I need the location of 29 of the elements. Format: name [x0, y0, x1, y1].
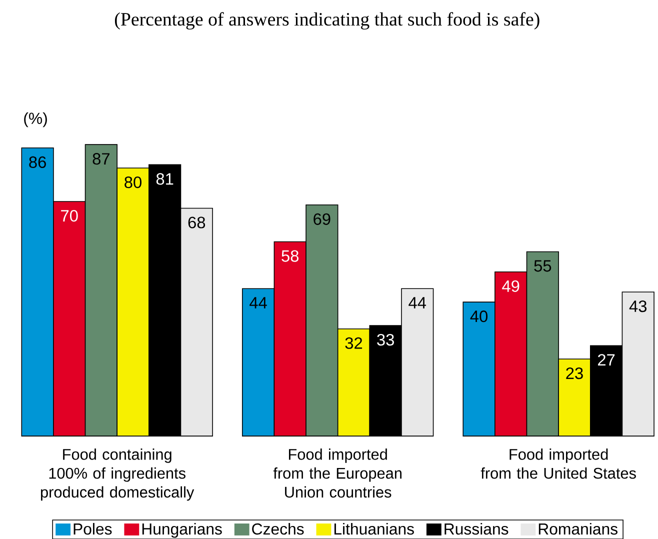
- data-label: 58: [282, 250, 299, 262]
- chart-title: (Percentage of answers indicating that such food is safe): [114, 12, 540, 30]
- x-tick-label: Food imported from the European Union countries: [273, 448, 402, 498]
- y-axis-title: (%): [24, 112, 47, 127]
- data-label: 43: [629, 300, 647, 312]
- legend-label: Russians: [444, 522, 508, 534]
- data-label: 23: [566, 367, 583, 379]
- data-label: 32: [345, 337, 362, 349]
- data-label: 49: [502, 280, 520, 292]
- x-tick-label: Food containing 100% of ingredients produced domestically: [40, 448, 194, 501]
- data-label: 86: [29, 156, 46, 168]
- data-label: 44: [408, 296, 426, 308]
- legend-label: Romanians: [538, 522, 618, 534]
- data-label: 70: [61, 210, 78, 222]
- legend-label: Lithuanians: [334, 522, 414, 534]
- x-tick-label: Food imported from the United States: [480, 448, 636, 479]
- data-label: 81: [156, 172, 174, 185]
- data-label: 40: [470, 310, 488, 322]
- data-label: 33: [377, 334, 394, 346]
- data-label: 68: [188, 216, 206, 228]
- data-label: 87: [92, 152, 110, 164]
- data-label: 69: [314, 213, 330, 225]
- data-label: 55: [534, 260, 552, 272]
- data-label: 80: [124, 176, 142, 188]
- legend-label: Poles: [74, 522, 112, 534]
- legend-label: Hungarians: [142, 522, 222, 538]
- legend-label: Czechs: [252, 522, 304, 534]
- data-label: 27: [598, 354, 615, 366]
- data-label: 44: [250, 296, 267, 308]
